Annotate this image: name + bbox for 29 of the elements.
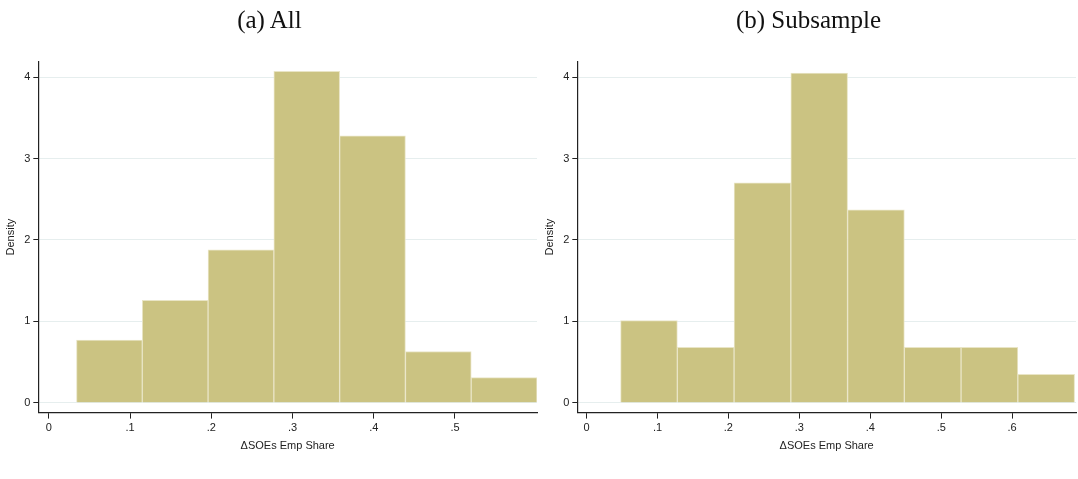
y-tick-label: 4	[24, 70, 31, 83]
y-tick-label: 4	[563, 70, 570, 83]
x-tick-label: .2	[723, 421, 734, 434]
y-axis-title: Density	[542, 218, 555, 256]
x-tick-label: .5	[936, 421, 946, 434]
y-tick-label: 2	[24, 232, 31, 245]
x-tick-label: 0	[583, 421, 590, 434]
chart-title: (b) Subsample	[734, 6, 883, 36]
y-tick-label: 3	[24, 151, 31, 164]
y-tick-label: 1	[24, 314, 31, 327]
x-tick-label: .2	[206, 421, 216, 434]
y-tick-label: 3	[563, 151, 570, 164]
x-tick-label: .4	[865, 421, 875, 434]
x-tick-label: .5	[450, 421, 460, 434]
x-axis-title: ΔSOEs Emp Share	[240, 439, 335, 452]
x-tick-label: .3	[287, 421, 298, 434]
x-axis-title: ΔSOEs Emp Share	[779, 439, 874, 452]
y-tick-label: 0	[563, 395, 570, 408]
y-tick-label: 2	[563, 232, 570, 245]
x-tick-label: .6	[1007, 421, 1017, 434]
x-tick-label: .4	[369, 421, 379, 434]
y-tick-label: 1	[563, 314, 570, 327]
x-tick-label: .1	[652, 421, 663, 434]
x-tick-label: .3	[794, 421, 804, 434]
y-axis-title: Density	[3, 218, 16, 256]
chart-title: (a) All	[236, 6, 303, 36]
x-tick-label: .1	[125, 421, 135, 434]
y-tick-label: 0	[24, 395, 31, 408]
x-tick-label: 0	[45, 421, 52, 434]
